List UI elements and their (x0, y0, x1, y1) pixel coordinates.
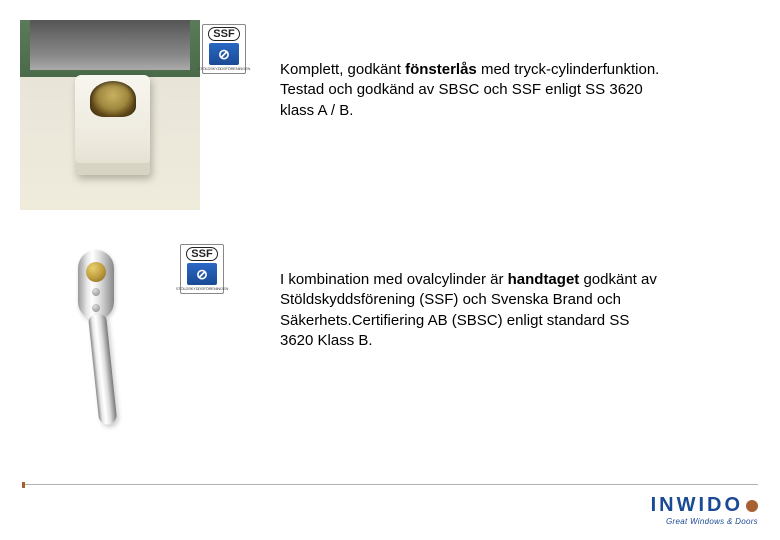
window-frame-graphic (30, 20, 190, 70)
ssf-badge-subtext: STÖLDSKYDDSFÖRENINGEN (198, 66, 250, 71)
description-2: I kombination med ovalcylinder är handta… (280, 240, 660, 351)
image-area-2: SSF STÖLDSKYDDSFÖRENINGEN (20, 240, 280, 440)
ssf-badge-2-subtext: STÖLDSKYDDSFÖRENINGEN (176, 286, 228, 291)
lock-body-graphic (75, 75, 150, 175)
desc1-prefix: Komplett, godkänt (280, 61, 405, 78)
ssf-badge-icon (209, 43, 239, 65)
handle-screw-2 (92, 304, 100, 312)
ssf-badge-label: SSF (208, 27, 239, 41)
window-lock-photo (20, 20, 200, 210)
handle-photo (20, 240, 170, 440)
handle-screw-1 (92, 288, 100, 296)
logo-dot-icon (746, 500, 758, 512)
ssf-badge-1: SSF STÖLDSKYDDSFÖRENINGEN (202, 24, 246, 74)
logo-text-wrap: INWIDO (651, 494, 758, 517)
description-1: Komplett, godkänt fönsterlås med tryck-c… (280, 20, 660, 121)
image-area-1: SSF STÖLDSKYDDSFÖRENINGEN (20, 20, 280, 210)
slide-content: SSF STÖLDSKYDDSFÖRENINGEN Komplett, godk… (20, 20, 760, 470)
handle-cylinder-graphic (86, 262, 106, 282)
logo-text: INWIDO (651, 494, 743, 517)
ssf-badge-2-label: SSF (186, 247, 217, 261)
brand-logo: INWIDO Great Windows & Doors (651, 494, 758, 526)
product-row-1: SSF STÖLDSKYDDSFÖRENINGEN Komplett, godk… (20, 20, 760, 210)
lock-cylinder-graphic (90, 81, 136, 117)
ssf-badge-2-icon (187, 263, 217, 285)
logo-tagline: Great Windows & Doors (651, 517, 758, 526)
ssf-badge-2: SSF STÖLDSKYDDSFÖRENINGEN (180, 244, 224, 294)
product-row-2: SSF STÖLDSKYDDSFÖRENINGEN I kombination … (20, 240, 760, 440)
desc1-bold: fönsterlås (405, 61, 477, 78)
footer-divider (22, 484, 758, 485)
handle-lever-graphic (88, 314, 117, 425)
desc2-prefix: I kombination med ovalcylinder är (280, 271, 508, 288)
desc2-bold: handtaget (508, 271, 580, 288)
